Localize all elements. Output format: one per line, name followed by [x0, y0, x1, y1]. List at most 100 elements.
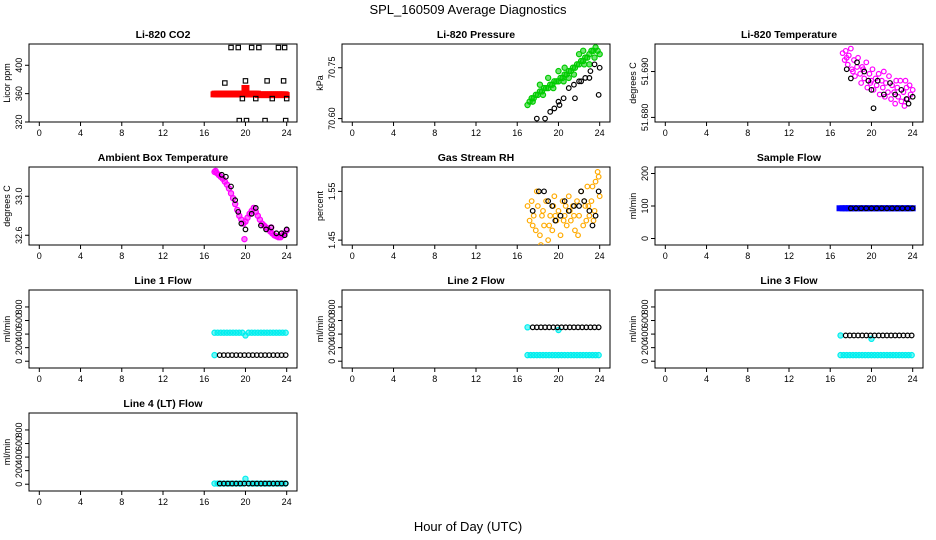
x-tick-label: 24	[908, 374, 918, 384]
x-tick-label: 8	[119, 128, 124, 138]
data-point	[864, 84, 871, 91]
data-point	[264, 78, 270, 84]
y-tick-label: 400	[14, 327, 24, 342]
data-point	[584, 183, 591, 190]
data-point	[857, 70, 864, 77]
data-point	[545, 198, 552, 205]
data-point	[842, 47, 849, 54]
data-point	[572, 95, 578, 102]
x-tick-label: 8	[432, 374, 437, 384]
y-tick-label: 51.680	[640, 104, 650, 132]
chart-panel: Ambient Box Temperature 0 4 8 12 16 20 24 32.6 33…	[2, 152, 298, 261]
data-point	[252, 205, 259, 211]
data-point	[562, 203, 569, 209]
y-tick-label: 200	[640, 340, 650, 355]
data-point	[238, 220, 245, 227]
data-point	[545, 237, 552, 244]
data-point	[894, 84, 901, 91]
data-point	[256, 44, 262, 51]
x-tick-label: 16	[199, 251, 209, 261]
data-point	[565, 207, 572, 214]
data-point	[263, 226, 269, 233]
y-tick-label: 0	[640, 236, 650, 241]
data-point	[526, 217, 533, 224]
data-point	[282, 480, 289, 487]
y-axis-label: ml/min	[628, 316, 638, 343]
x-tick-label: 16	[199, 497, 209, 507]
data-point	[901, 103, 908, 109]
x-tick-label: 24	[595, 251, 605, 261]
data-point	[555, 98, 562, 105]
x-tick-label: 12	[471, 374, 481, 384]
points-group	[524, 44, 603, 122]
data-point	[239, 95, 246, 102]
y-tick-label: 400	[14, 450, 24, 465]
points-group	[211, 329, 289, 359]
data-point	[547, 108, 554, 115]
data-point	[212, 167, 219, 175]
data-point	[909, 86, 916, 93]
y-tick-label: 200	[14, 340, 24, 355]
data-point	[576, 203, 582, 209]
data-point	[870, 86, 877, 93]
y-axis-label: Licor ppm	[2, 63, 12, 103]
data-point	[241, 235, 248, 243]
x-tick-label: 8	[119, 251, 124, 261]
x-tick-label: 4	[78, 128, 83, 138]
data-point	[563, 222, 570, 229]
data-point	[282, 117, 289, 122]
data-point	[571, 212, 577, 219]
data-point	[524, 324, 531, 331]
data-point	[879, 84, 886, 91]
data-point	[549, 203, 556, 209]
data-point	[886, 73, 892, 80]
x-tick-label: 4	[391, 128, 396, 138]
y-tick-label: 70.60	[327, 107, 337, 130]
data-point	[534, 203, 541, 209]
data-point	[544, 74, 552, 82]
data-point	[898, 86, 905, 93]
data-point	[880, 68, 887, 75]
y-axis-label: percent	[315, 190, 325, 221]
x-tick-label: 20	[240, 497, 250, 507]
data-point	[248, 44, 255, 51]
data-point	[242, 78, 249, 84]
data-point	[898, 98, 905, 105]
data-point	[561, 64, 568, 71]
x-tick-label: 24	[282, 128, 292, 138]
data-point	[875, 70, 882, 77]
data-point	[547, 212, 554, 219]
x-tick-label: 20	[240, 251, 250, 261]
data-point	[596, 50, 603, 58]
y-tick-label: 51.690	[640, 58, 650, 86]
data-point	[253, 95, 259, 102]
data-point	[907, 205, 916, 212]
data-point	[543, 198, 549, 205]
x-tick-label: 16	[512, 374, 522, 384]
x-tick-label: 12	[158, 128, 168, 138]
data-point	[561, 198, 568, 205]
data-point	[228, 183, 234, 190]
x-tick-label: 24	[908, 251, 918, 261]
data-point	[540, 207, 546, 214]
data-point	[557, 212, 564, 219]
data-point	[567, 217, 574, 224]
data-point	[578, 188, 585, 195]
x-tick-label: 20	[240, 374, 250, 384]
x-tick-label: 0	[37, 497, 42, 507]
data-point	[858, 80, 865, 86]
data-point	[591, 54, 598, 61]
data-point	[283, 95, 290, 102]
plot-frame	[28, 412, 298, 492]
data-point	[555, 207, 562, 214]
data-point	[586, 75, 593, 81]
x-tick-label: 4	[78, 251, 83, 261]
data-point	[854, 64, 860, 70]
chart-panel: Sample Flow 0 4 8 12 16 20 24 0 100 200 ml/min	[628, 152, 924, 261]
x-tick-label: 0	[37, 128, 42, 138]
data-point	[211, 351, 218, 359]
x-tick-label: 24	[595, 128, 605, 138]
y-tick-label: 400	[327, 327, 337, 342]
points-group	[524, 324, 602, 359]
